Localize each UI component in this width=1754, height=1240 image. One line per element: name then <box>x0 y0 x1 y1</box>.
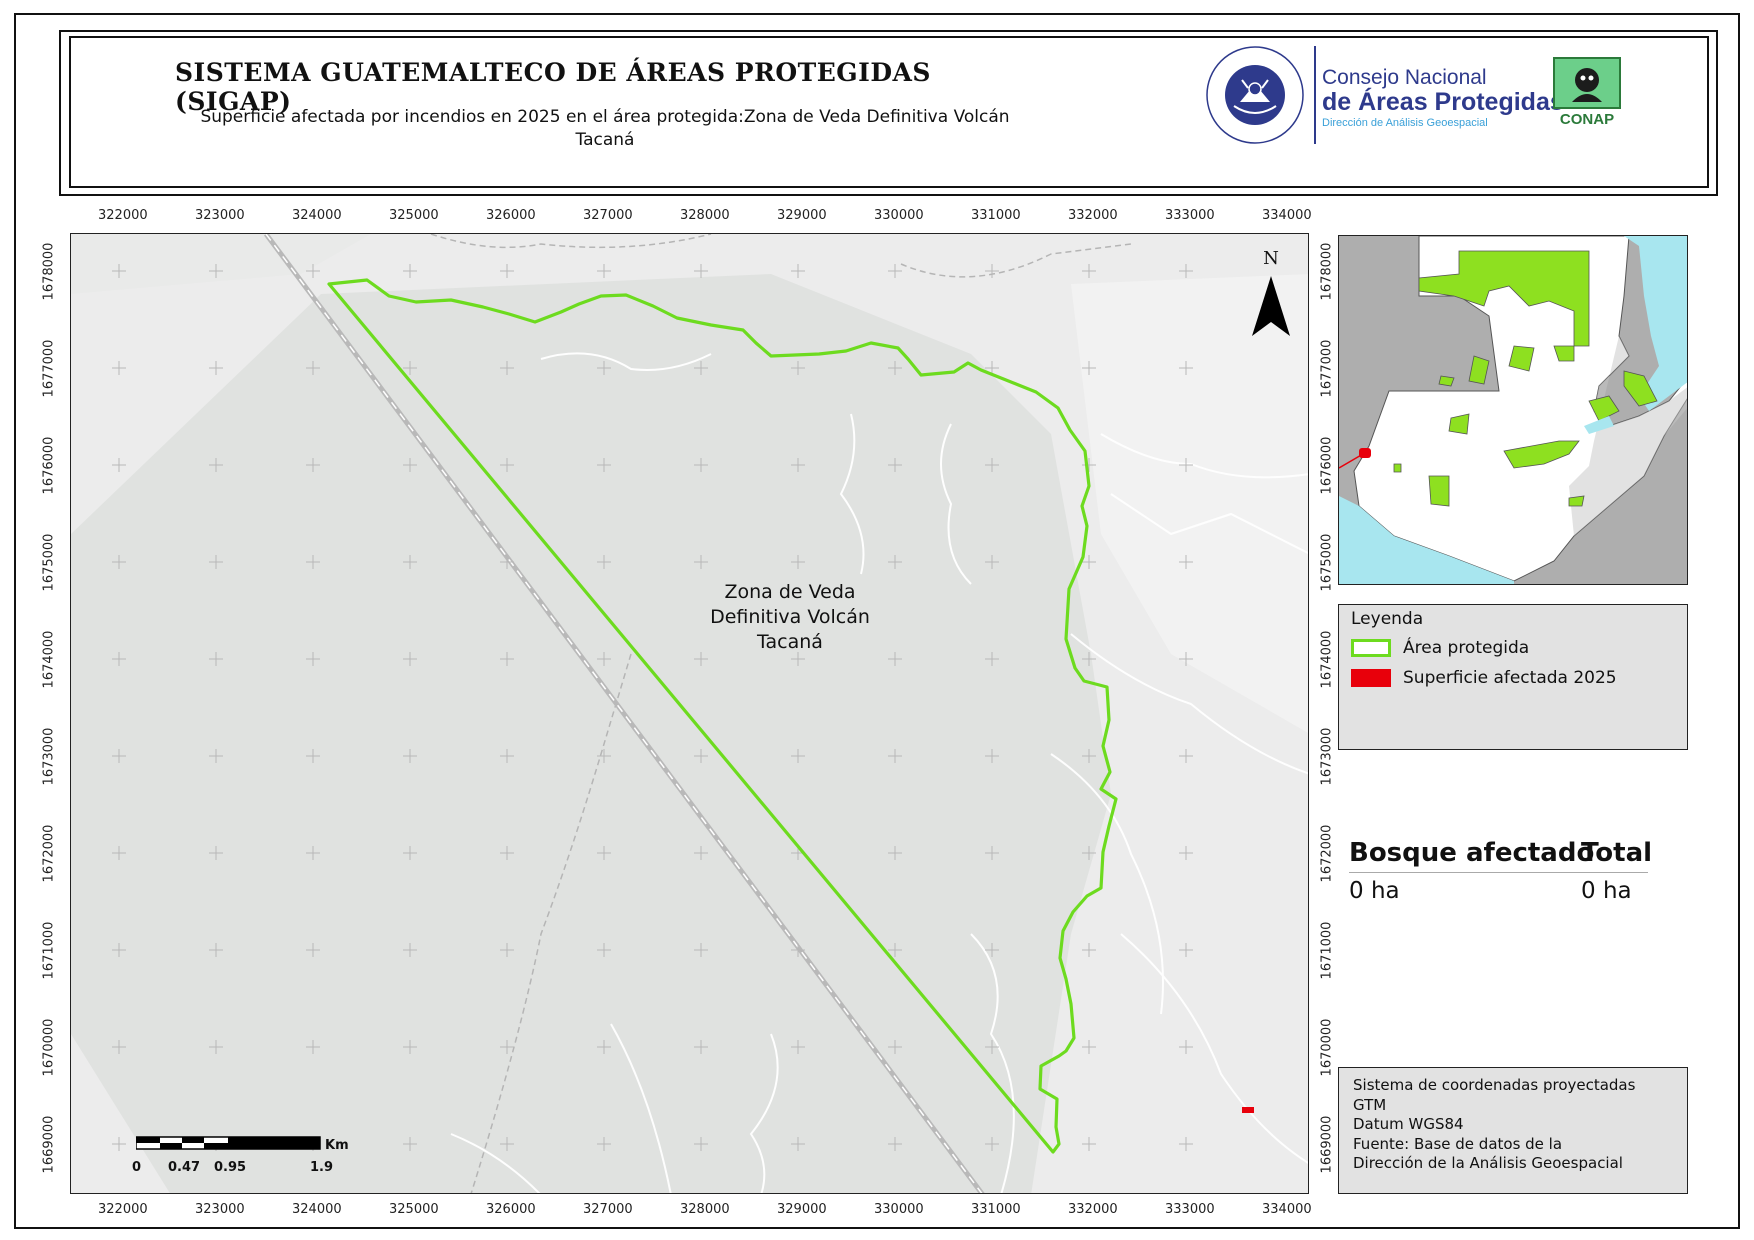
legend-swatch-burned-area <box>1351 669 1391 687</box>
projection-info-box: Sistema de coordenadas proyectadas GTM D… <box>1338 1067 1688 1194</box>
x-tick: 327000 <box>583 208 633 223</box>
y-tick: 1672000 <box>41 824 57 883</box>
stat-header-total: Total <box>1581 838 1653 868</box>
x-tick: 333000 <box>1165 208 1215 223</box>
conap-line1: Consejo Nacional <box>1322 66 1487 89</box>
y-tick: 1678000 <box>41 242 57 301</box>
x-tick: 333000 <box>1165 1202 1215 1217</box>
y-tick: 1674000 <box>1319 630 1335 689</box>
x-tick: 328000 <box>680 208 730 223</box>
scale-label: 0 <box>132 1160 142 1175</box>
legend: Leyenda Área protegida Superficie afecta… <box>1338 604 1688 750</box>
x-tick: 330000 <box>874 1202 924 1217</box>
x-tick: 330000 <box>874 208 924 223</box>
y-tick: 1676000 <box>41 436 57 495</box>
inset-map[interactable] <box>1338 235 1688 585</box>
scale-label: 0.95 <box>214 1160 247 1175</box>
x-tick: 329000 <box>777 1202 827 1217</box>
x-tick: 327000 <box>583 1202 633 1217</box>
legend-swatch-protected-area <box>1351 639 1391 657</box>
y-tick: 1675000 <box>1319 533 1335 592</box>
y-tick: 1673000 <box>1319 727 1335 786</box>
x-tick: 325000 <box>389 1202 439 1217</box>
y-tick: 1669000 <box>1319 1115 1335 1174</box>
logo-divider <box>1314 46 1316 144</box>
y-tick: 1669000 <box>41 1115 57 1174</box>
x-tick: 326000 <box>486 1202 536 1217</box>
north-arrow-icon: N <box>1252 248 1290 336</box>
scale-label: 1.9 <box>310 1160 334 1175</box>
y-tick: 1670000 <box>1319 1018 1335 1077</box>
y-tick: 1678000 <box>1319 242 1335 301</box>
x-tick: 324000 <box>292 208 342 223</box>
stat-divider <box>1349 872 1648 873</box>
y-tick: 1670000 <box>41 1018 57 1077</box>
y-tick: 1671000 <box>1319 921 1335 980</box>
map-outer-frame <box>14 13 1740 1229</box>
x-tick: 332000 <box>1068 208 1118 223</box>
y-tick: 1677000 <box>41 339 57 398</box>
header-box <box>69 36 1709 188</box>
x-tick: 334000 <box>1262 208 1312 223</box>
y-tick: 1671000 <box>41 921 57 980</box>
stat-value-forest: 0 ha <box>1349 878 1400 904</box>
legend-title: Leyenda <box>1351 609 1424 629</box>
map-canvas <box>71 234 1308 1193</box>
x-tick: 322000 <box>98 208 148 223</box>
y-tick: 1672000 <box>1319 824 1335 883</box>
grid-crosses <box>112 264 1193 1151</box>
conap-logo-icon: CONAP <box>1553 57 1621 128</box>
x-tick: 332000 <box>1068 1202 1118 1217</box>
header-outer-frame <box>59 30 1718 196</box>
x-tick: 331000 <box>971 208 1021 223</box>
scale-bar <box>136 1136 321 1150</box>
x-tick: 322000 <box>98 1202 148 1217</box>
x-tick: 323000 <box>195 208 245 223</box>
y-tick: 1673000 <box>41 727 57 786</box>
y-tick: 1677000 <box>1319 339 1335 398</box>
x-tick: 323000 <box>195 1202 245 1217</box>
x-tick: 331000 <box>971 1202 1021 1217</box>
scale-unit-label: Km <box>325 1138 349 1153</box>
y-tick: 1676000 <box>1319 436 1335 495</box>
page-subtitle: Superficie afectada por incendios en 202… <box>200 107 1010 150</box>
info-line: GTM <box>1353 1095 1387 1114</box>
y-tick: 1674000 <box>41 630 57 689</box>
x-tick: 326000 <box>486 208 536 223</box>
conap-line3: Dirección de Análisis Geoespacial <box>1322 117 1488 129</box>
north-label: N <box>1263 248 1279 269</box>
conap-line2: de Áreas Protegidas <box>1322 88 1564 116</box>
y-tick: 1675000 <box>41 533 57 592</box>
x-tick: 325000 <box>389 208 439 223</box>
x-tick: 334000 <box>1262 1202 1312 1217</box>
stat-value-total: 0 ha <box>1581 878 1632 904</box>
protected-area-label: Zona de Veda Definitiva Volcán Tacaná <box>710 581 870 653</box>
scale-label: 0.47 <box>168 1160 201 1175</box>
x-tick: 329000 <box>777 208 827 223</box>
x-tick: 328000 <box>680 1202 730 1217</box>
conap-logo-text: CONAP <box>1560 111 1614 128</box>
x-tick: 324000 <box>292 1202 342 1217</box>
stat-header-forest: Bosque afectado <box>1349 838 1595 868</box>
inset-map-canvas <box>1339 236 1687 584</box>
location-marker <box>1359 448 1371 458</box>
conap-wordmark: Consejo Nacional de Áreas Protegidas Dir… <box>1322 66 1564 129</box>
legend-item: Área protegida <box>1351 638 1529 658</box>
info-line: Fuente: Base de datos de la <box>1353 1134 1563 1153</box>
legend-item: Superficie afectada 2025 <box>1351 668 1617 688</box>
guatemala-seal-icon <box>1206 46 1304 144</box>
protected-area-boundary <box>327 278 1118 1154</box>
info-line: Sistema de coordenadas proyectadas <box>1353 1076 1636 1094</box>
legend-item-label: Área protegida <box>1403 638 1530 658</box>
main-map[interactable] <box>70 233 1309 1194</box>
info-line: Dirección de la Análisis Geoespacial <box>1353 1154 1623 1172</box>
legend-item-label: Superficie afectada 2025 <box>1403 668 1617 688</box>
page-title: SISTEMA GUATEMALTECO DE ÁREAS PROTEGIDAS… <box>175 58 931 116</box>
burned-area-patch <box>1242 1107 1254 1113</box>
info-line: Datum WGS84 <box>1353 1115 1464 1133</box>
